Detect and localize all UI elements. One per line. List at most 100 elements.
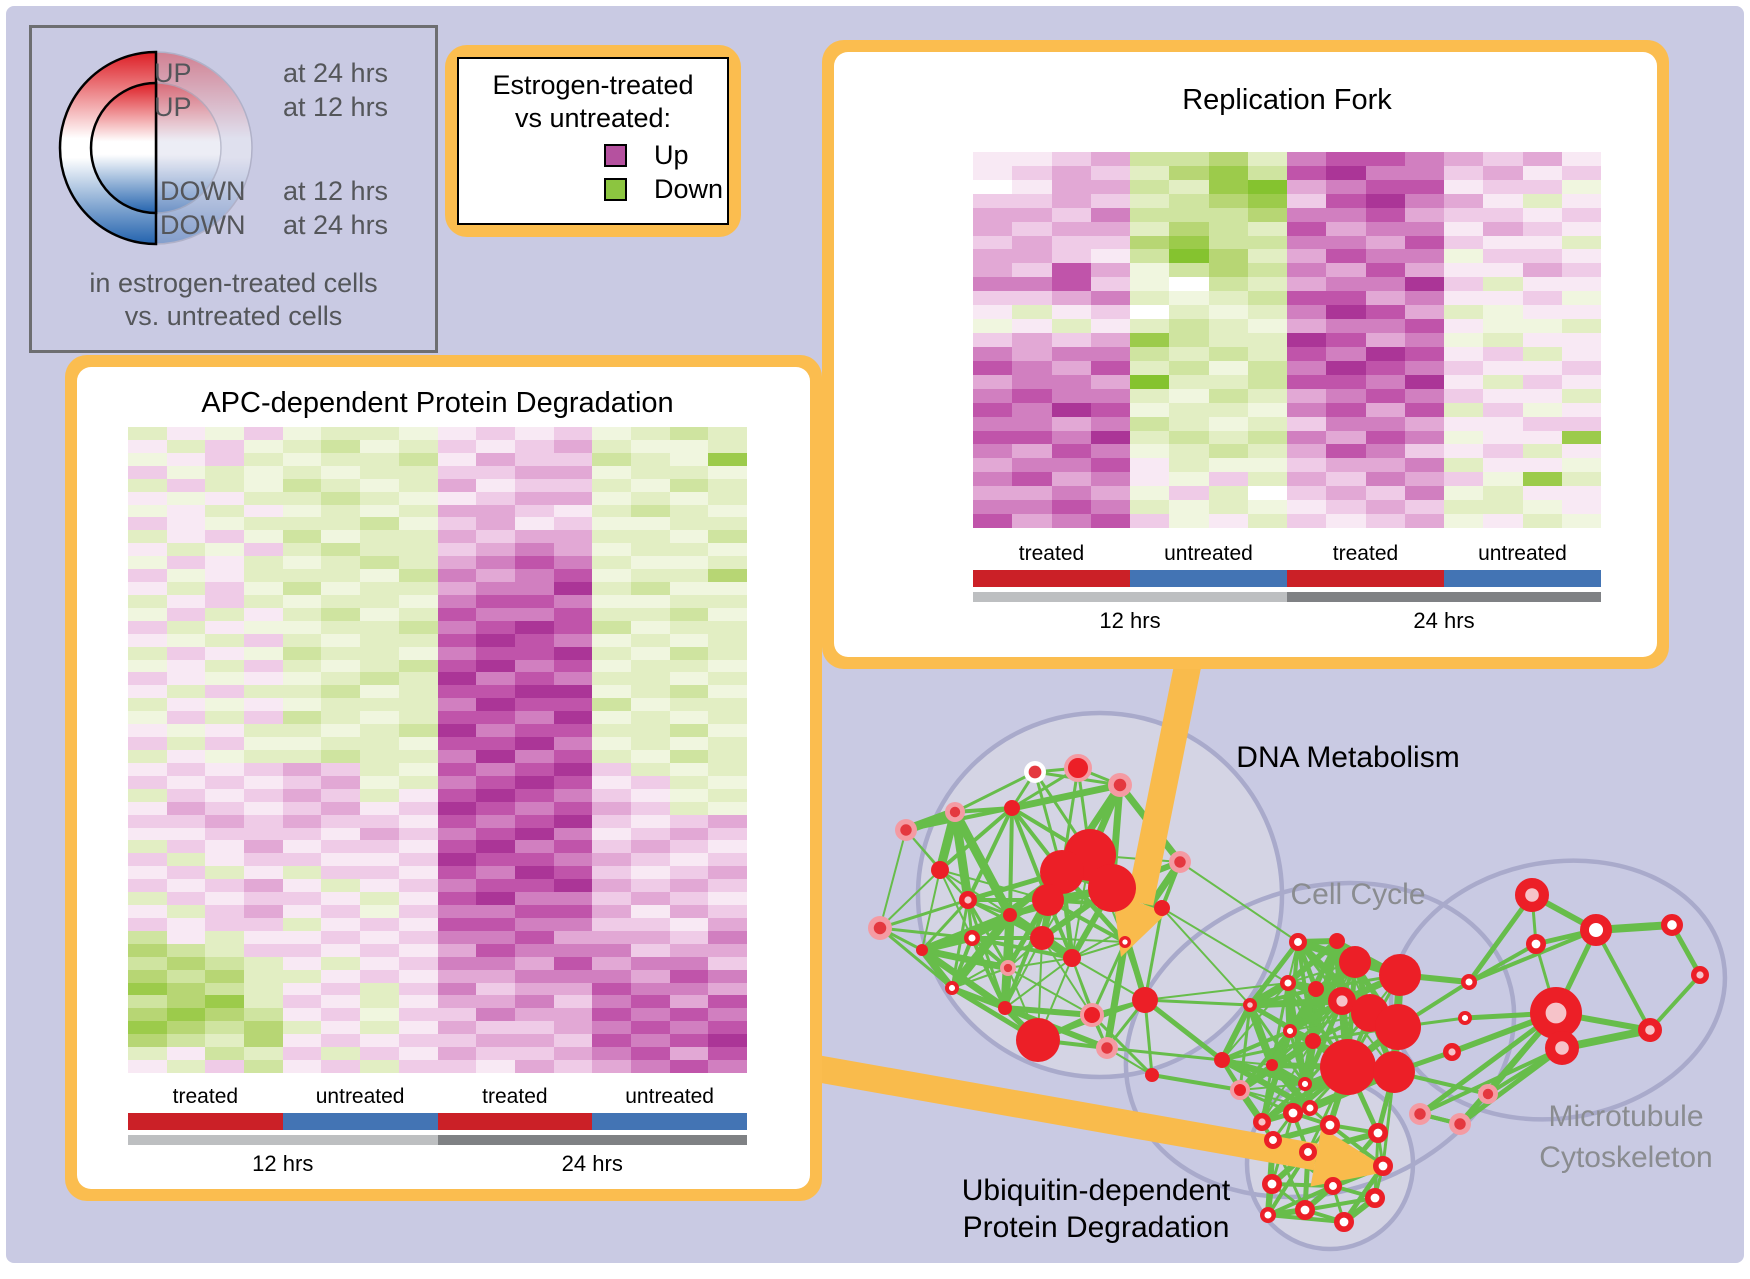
heatmap-cell xyxy=(1090,388,1130,403)
heatmap-cell xyxy=(1404,249,1444,264)
gradient-ring-legend: UP at 24 hrs UP at 12 hrs DOWN at 12 hrs… xyxy=(29,25,438,353)
heatmap-cell xyxy=(630,633,670,647)
network-edge xyxy=(1004,937,1043,1009)
heatmap-cell xyxy=(1169,346,1209,361)
heatmap-cell xyxy=(1522,458,1562,473)
heatmap-cell xyxy=(205,569,245,583)
heatmap-cell xyxy=(128,698,167,712)
network-edge xyxy=(1468,928,1597,984)
heatmap-cell xyxy=(244,750,283,763)
heatmap-cell xyxy=(1365,444,1405,459)
estrogen-legend-box: Estrogen-treated vs untreated: Up Down xyxy=(445,45,741,237)
heatmap-cell xyxy=(1287,179,1327,194)
heatmap-cell xyxy=(1404,444,1444,459)
heatmap-cell xyxy=(1483,249,1523,264)
heatmap-cell xyxy=(244,1008,283,1022)
heatmap-cell xyxy=(1287,333,1327,347)
heatmap-cell xyxy=(166,892,206,906)
heatmap-cell xyxy=(1287,291,1327,306)
microtubule-label-line2: Cytoskeleton xyxy=(1539,1141,1713,1174)
heatmap-cell xyxy=(592,879,631,893)
heatmap-cell xyxy=(1012,346,1052,361)
heatmap-cell xyxy=(166,698,206,712)
heatmap-cell xyxy=(437,504,477,518)
heatmap-cell xyxy=(1404,430,1444,445)
heatmap-cell xyxy=(708,504,747,518)
heatmap-cell xyxy=(166,646,206,660)
heatmap-cell xyxy=(1169,374,1209,389)
heatmap-cell xyxy=(205,1060,245,1073)
heatmap-cell xyxy=(398,801,438,815)
heatmap-cell xyxy=(553,517,593,531)
heatmap-cell xyxy=(1522,319,1562,334)
network-node xyxy=(1289,933,1308,952)
heatmap-cell xyxy=(166,917,206,931)
heatmap-cell xyxy=(205,711,245,725)
heatmap-cell xyxy=(1444,291,1484,306)
time-label: 24 hrs xyxy=(561,1151,623,1176)
heatmap-cell xyxy=(282,672,322,686)
heatmap-cell xyxy=(128,1008,167,1022)
heatmap-cell xyxy=(1208,291,1248,306)
heatmap-cell xyxy=(128,737,167,750)
heatmap-cell xyxy=(282,866,322,880)
heatmap-cell xyxy=(437,711,477,725)
network-edge xyxy=(1304,1196,1376,1212)
heatmap-cell xyxy=(708,646,747,660)
arrow-shaft-replication-fork-to-dna xyxy=(1126,641,1206,906)
replication-fork-panel-inner: Replication Fork treated untreated treated… xyxy=(834,52,1657,657)
heatmap-cell xyxy=(1404,165,1444,180)
heatmap-cell xyxy=(205,491,245,505)
heatmap-cell xyxy=(282,556,322,570)
heatmap-cell xyxy=(321,879,361,893)
ubiquitin-label-line2: Protein Degradation xyxy=(962,1211,1230,1244)
heatmap-cell xyxy=(437,917,477,931)
heatmap-cell xyxy=(282,1060,322,1073)
heatmap-cell xyxy=(360,504,399,518)
network-edge xyxy=(1238,1029,1292,1092)
heatmap-cell xyxy=(708,685,747,699)
heatmap-cell xyxy=(244,685,283,699)
network-node xyxy=(1214,1052,1230,1068)
heatmap-cell xyxy=(973,374,1013,389)
heatmap-cell xyxy=(973,444,1013,459)
heatmap-cell xyxy=(1483,374,1523,389)
heatmap-cell xyxy=(669,672,709,686)
heatmap-cell xyxy=(205,840,245,854)
heatmap-cell xyxy=(282,995,322,1009)
heatmap-cell xyxy=(128,607,167,621)
heatmap-cell xyxy=(244,607,283,621)
heatmap-cell xyxy=(1090,486,1130,501)
heatmap-cell xyxy=(708,427,747,440)
heatmap-cell xyxy=(1247,444,1287,459)
heatmap-cell xyxy=(476,801,515,815)
heatmap-cell xyxy=(476,711,515,725)
heatmap-cell xyxy=(282,840,322,854)
heatmap-cell xyxy=(1561,277,1601,292)
heatmap-cell xyxy=(128,1021,167,1035)
heatmap-cell xyxy=(128,840,167,854)
heatmap-cell xyxy=(592,827,631,841)
heatmap-cell xyxy=(398,465,438,479)
heatmap-cell xyxy=(630,917,670,931)
heatmap-cell xyxy=(1090,277,1130,292)
heatmap-cell xyxy=(1208,263,1248,278)
heatmap-cell xyxy=(1326,486,1366,501)
network-node-core xyxy=(1174,856,1186,868)
heatmap-cell xyxy=(1051,500,1091,515)
heatmap-cell xyxy=(514,530,554,544)
heatmap-cell xyxy=(476,465,515,479)
column-group-label: treated xyxy=(1018,542,1085,565)
heatmap-cell xyxy=(1287,152,1327,166)
heatmap-cell xyxy=(1169,333,1209,347)
heatmap-cell xyxy=(592,814,631,828)
network-node xyxy=(959,891,978,910)
heatmap-cell xyxy=(244,917,283,931)
heatmap-cell xyxy=(1522,221,1562,236)
heatmap-cell xyxy=(669,840,709,854)
heatmap-cell xyxy=(592,943,631,957)
heatmap-cell xyxy=(708,827,747,841)
heatmap-cell xyxy=(592,427,631,440)
heatmap-cell xyxy=(708,1047,747,1061)
down-color-swatch xyxy=(604,178,627,201)
